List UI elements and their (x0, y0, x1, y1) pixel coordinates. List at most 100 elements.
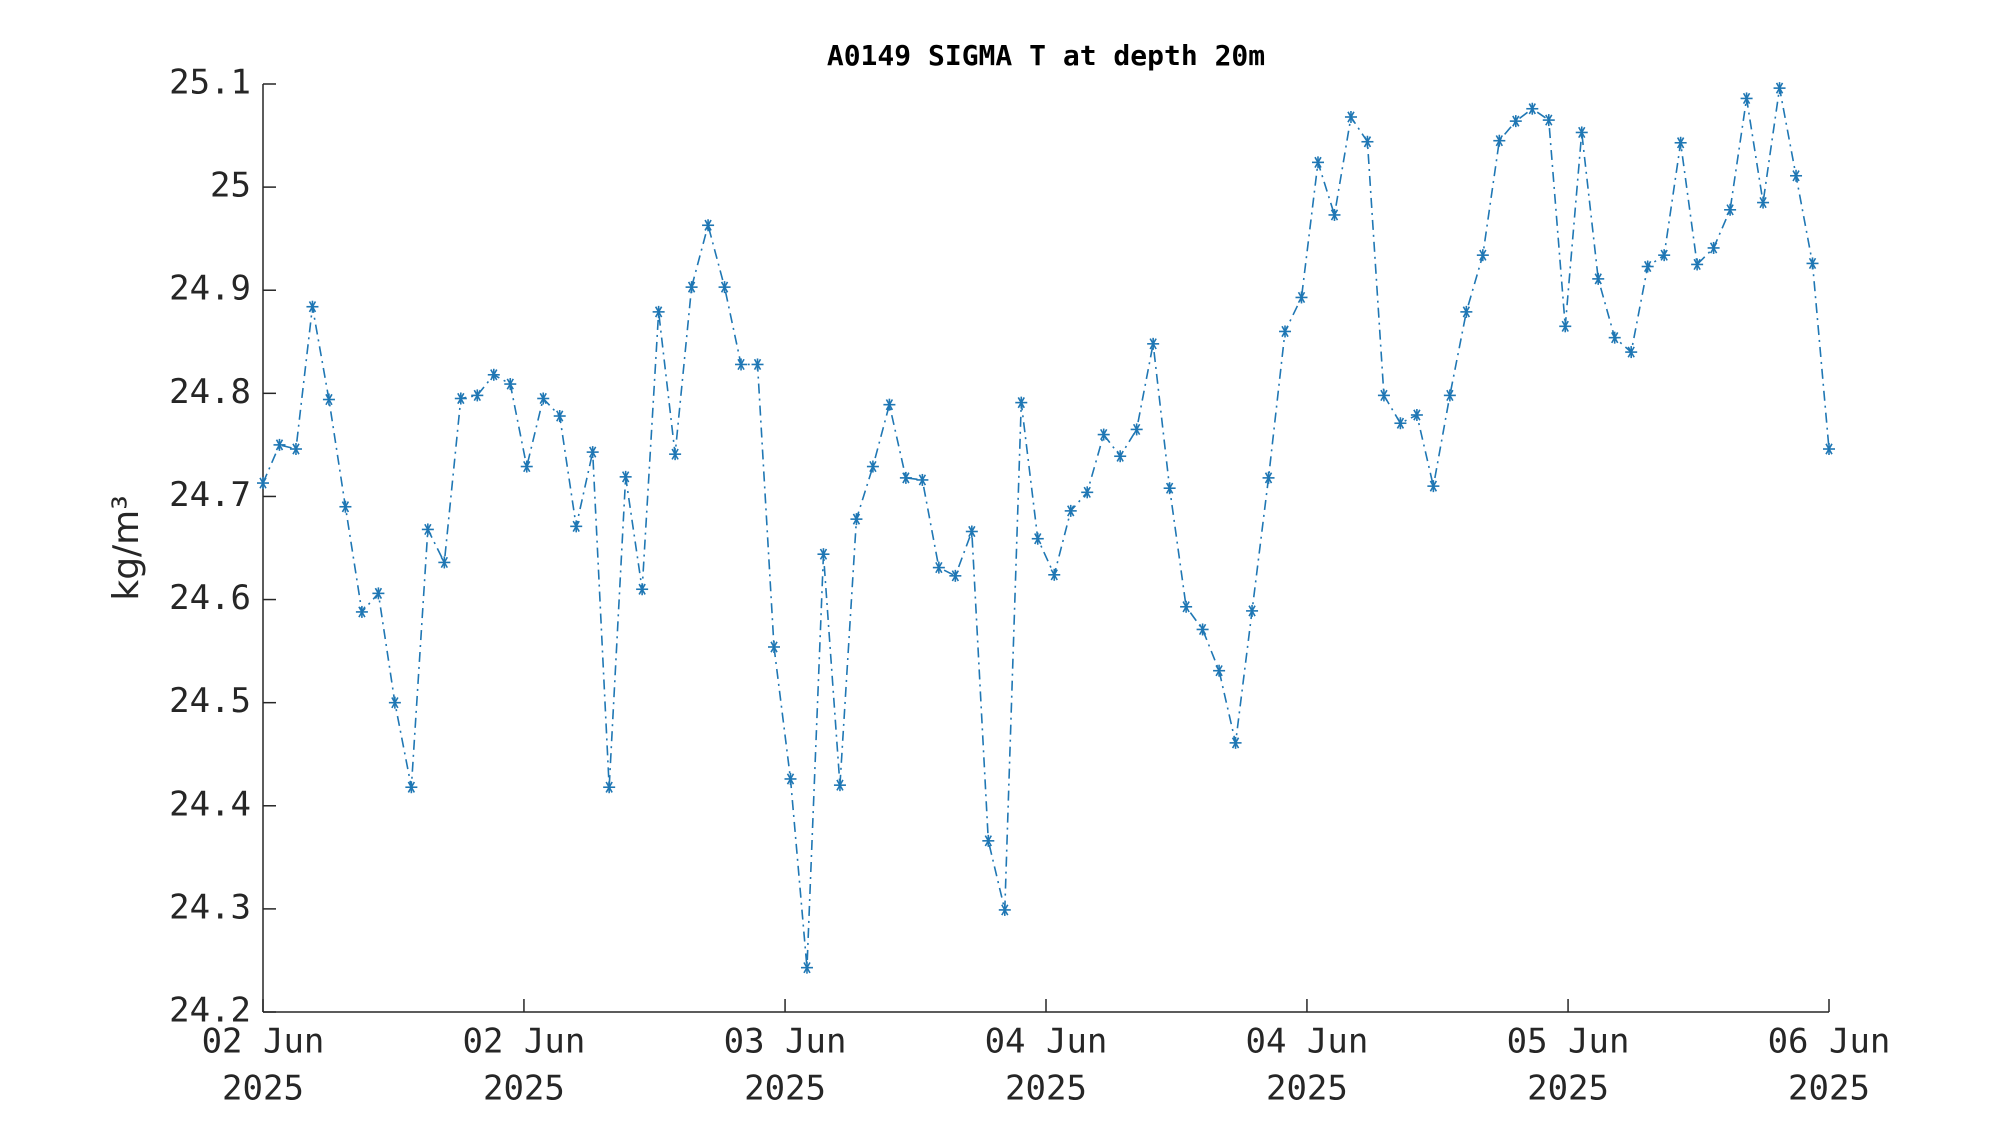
data-point (1163, 482, 1176, 495)
data-point (1229, 736, 1242, 749)
data-point (669, 448, 682, 461)
x-tick-label: 2025 (744, 1069, 826, 1109)
x-tick-label: 2025 (483, 1069, 565, 1109)
data-point (1658, 249, 1671, 262)
data-point (1427, 480, 1440, 493)
y-tick-label: 24.7 (169, 475, 251, 515)
data-point (800, 961, 813, 974)
data-point (1674, 136, 1687, 149)
data-point (998, 903, 1011, 916)
x-tick-label: 02 Jun (202, 1022, 325, 1062)
data-point (702, 219, 715, 232)
data-point (1410, 408, 1423, 421)
x-tick-label: 04 Jun (985, 1022, 1108, 1062)
data-point (454, 392, 467, 405)
y-tick-label: 24.2 (169, 991, 251, 1031)
data-point (768, 640, 781, 653)
data-point (1823, 443, 1835, 456)
data-point (1279, 325, 1292, 338)
y-tick-label: 24.3 (169, 887, 251, 927)
data-point (1081, 486, 1094, 499)
data-point (438, 556, 451, 569)
data-point (1592, 272, 1605, 285)
data-point (1295, 291, 1308, 304)
data-point (520, 460, 533, 473)
data-point (1328, 208, 1341, 221)
data-point (1361, 135, 1374, 148)
data-point (1526, 102, 1539, 115)
data-point (636, 583, 649, 596)
data-point (537, 392, 550, 405)
data-point (603, 781, 616, 794)
data-point (405, 781, 418, 794)
data-point (866, 460, 879, 473)
data-point (339, 500, 352, 513)
data-line (262, 87, 1830, 968)
data-point (735, 358, 748, 371)
x-tick-label: 2025 (222, 1069, 304, 1109)
x-tick-label: 05 Jun (1507, 1022, 1630, 1062)
data-point (1394, 417, 1407, 430)
data-point (1443, 389, 1456, 402)
data-point (1608, 331, 1621, 344)
data-point (1213, 664, 1226, 677)
x-tick-label: 2025 (1788, 1069, 1870, 1109)
data-point (916, 473, 929, 486)
x-tick-label: 04 Jun (1246, 1022, 1369, 1062)
data-point (1344, 110, 1357, 123)
data-point (1625, 346, 1638, 359)
y-tick-label: 24.5 (169, 681, 251, 721)
data-point (652, 305, 665, 318)
data-point (1311, 156, 1324, 169)
data-point (1740, 92, 1753, 105)
data-point (570, 520, 583, 533)
data-point (1114, 450, 1127, 463)
data-point (1476, 249, 1489, 262)
data-point (982, 834, 995, 847)
y-tick-label: 25 (210, 166, 251, 206)
data-point (1707, 241, 1720, 254)
data-point (372, 587, 385, 600)
data-point (1147, 337, 1160, 350)
x-tick-label: 2025 (1266, 1069, 1348, 1109)
data-point (553, 410, 566, 423)
data-point (1377, 389, 1390, 402)
data-point (471, 389, 484, 402)
data-point (1048, 568, 1061, 581)
data-point (1773, 82, 1786, 95)
data-point (306, 300, 319, 313)
data-point (619, 470, 632, 483)
data-point (1031, 532, 1044, 545)
data-point (1493, 134, 1506, 147)
x-tick-label: 02 Jun (463, 1022, 586, 1062)
y-tick-label: 24.8 (169, 372, 251, 412)
x-tick-label: 2025 (1005, 1069, 1087, 1109)
data-point (289, 443, 302, 456)
data-point (1559, 320, 1572, 333)
data-point (833, 779, 846, 792)
x-tick-label: 2025 (1527, 1069, 1609, 1109)
data-point (784, 772, 797, 785)
data-point (899, 471, 912, 484)
data-point (1575, 126, 1588, 139)
data-point (1097, 428, 1110, 441)
data-point (1542, 114, 1555, 127)
data-point (1130, 423, 1143, 436)
data-point (718, 281, 731, 294)
y-tick-label: 24.6 (169, 578, 251, 618)
data-point (883, 398, 896, 411)
data-point (1180, 600, 1193, 613)
y-tick-label: 24.4 (169, 784, 251, 824)
x-tick-label: 03 Jun (724, 1022, 847, 1062)
data-point (685, 281, 698, 294)
data-point (965, 525, 978, 538)
data-point (1790, 169, 1803, 182)
data-point (1509, 115, 1522, 128)
data-point (1262, 471, 1275, 484)
data-point (257, 477, 269, 490)
data-point (850, 513, 863, 526)
data-point (1641, 260, 1654, 273)
data-point (751, 358, 764, 371)
